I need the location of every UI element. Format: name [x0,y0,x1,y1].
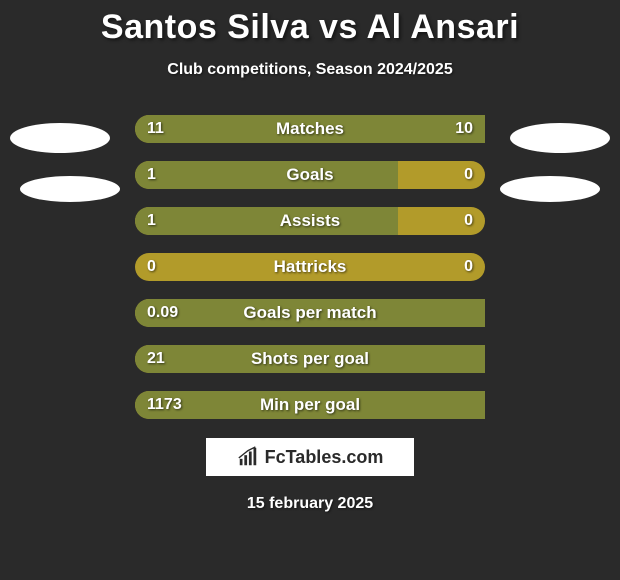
footer-brand-text: FcTables.com [265,447,384,468]
chart-icon [237,446,259,468]
player-left-badge-2 [20,176,120,202]
stat-row: 1Assists0 [135,207,485,235]
stat-label: Assists [135,207,485,235]
stat-label: Matches [135,115,485,143]
player-right-badge-1 [510,123,610,153]
stat-label: Min per goal [135,391,485,419]
stat-label: Shots per goal [135,345,485,373]
footer-logo: FcTables.com [205,437,415,477]
stats-container: 11Matches101Goals01Assists00Hattricks00.… [0,115,620,419]
stat-label: Goals per match [135,299,485,327]
stat-row: 1173Min per goal [135,391,485,419]
stat-value-right: 10 [455,115,473,143]
stat-value-right: 0 [464,207,473,235]
stat-row: 0.09Goals per match [135,299,485,327]
stat-value-right: 0 [464,253,473,281]
stat-row: 1Goals0 [135,161,485,189]
stat-row: 0Hattricks0 [135,253,485,281]
page-title: Santos Silva vs Al Ansari [0,0,620,47]
stat-row: 11Matches10 [135,115,485,143]
stat-label: Goals [135,161,485,189]
stat-label: Hattricks [135,253,485,281]
date: 15 february 2025 [0,495,620,513]
stat-row: 21Shots per goal [135,345,485,373]
subtitle: Club competitions, Season 2024/2025 [0,61,620,79]
player-left-badge-1 [10,123,110,153]
player-right-badge-2 [500,176,600,202]
stat-value-right: 0 [464,161,473,189]
